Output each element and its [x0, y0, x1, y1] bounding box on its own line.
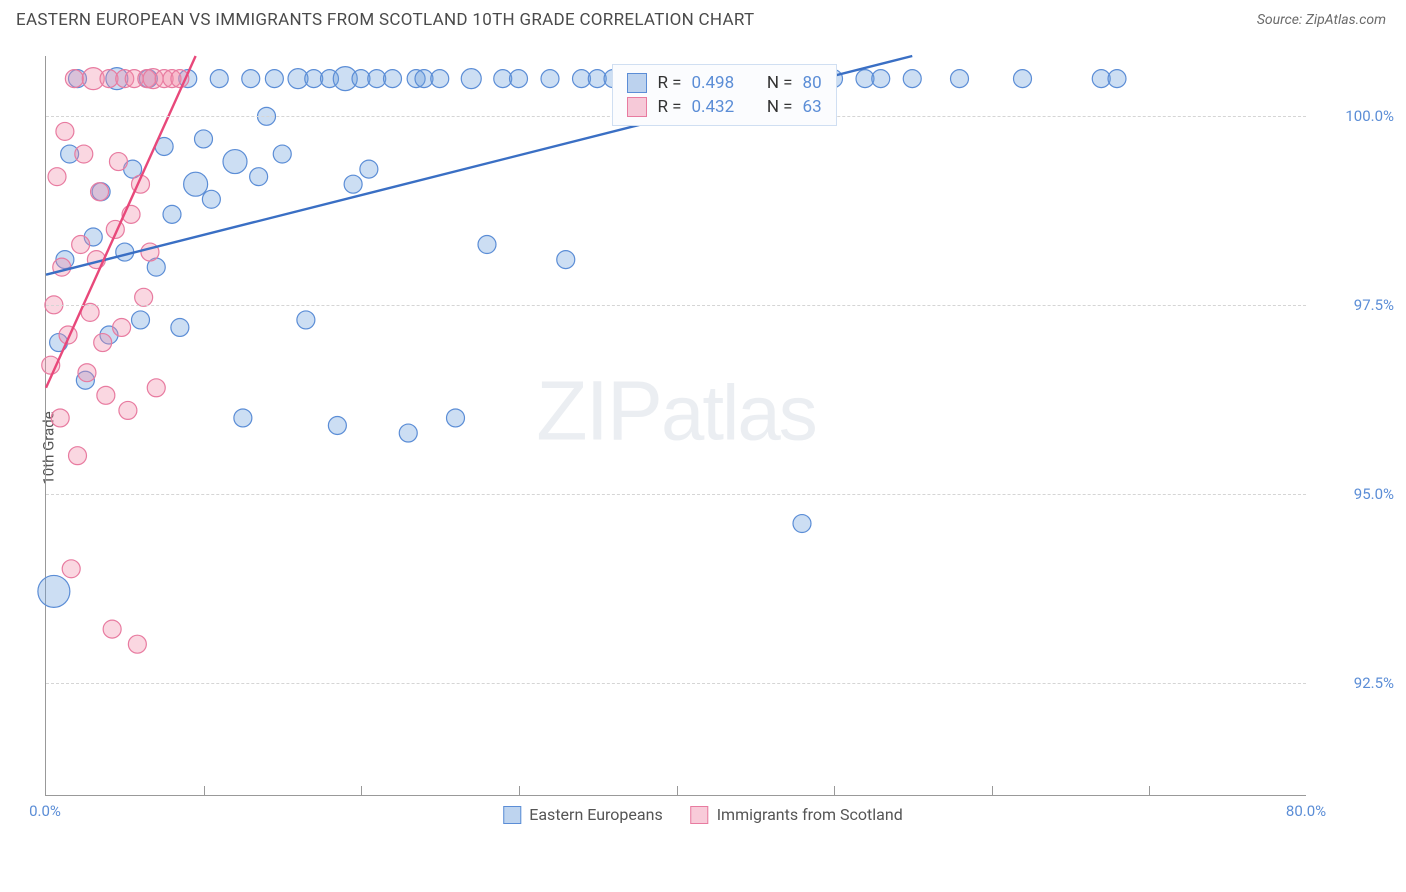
data-point: [56, 122, 74, 140]
data-point: [128, 635, 146, 653]
data-point: [1014, 70, 1032, 88]
x-tick-mark: [204, 786, 205, 796]
data-point: [72, 236, 90, 254]
data-point: [97, 386, 115, 404]
y-tick-label: 97.5%: [1354, 296, 1394, 314]
data-point: [478, 236, 496, 254]
data-point: [541, 70, 559, 88]
stats-swatch: [627, 73, 647, 93]
data-point: [461, 69, 481, 89]
stats-row: R = 0.498 N = 80: [627, 71, 821, 95]
chart-header: EASTERN EUROPEAN VS IMMIGRANTS FROM SCOT…: [0, 0, 1406, 38]
data-point: [195, 130, 213, 148]
data-point: [109, 153, 127, 171]
data-point: [132, 311, 150, 329]
data-point: [62, 560, 80, 578]
legend-item: Immigrants from Scotland: [691, 805, 903, 824]
data-point: [48, 168, 66, 186]
data-point: [1108, 70, 1126, 88]
data-point: [793, 515, 811, 533]
data-point: [951, 70, 969, 88]
data-point: [184, 172, 208, 196]
stats-n-label: N =: [767, 97, 793, 117]
data-point: [234, 409, 252, 427]
data-point: [242, 70, 260, 88]
x-tick-mark: [361, 786, 362, 796]
y-tick-label: 95.0%: [1354, 485, 1394, 503]
stats-row: R = 0.432 N = 63: [627, 95, 821, 119]
data-point: [91, 183, 109, 201]
data-point: [65, 70, 83, 88]
data-point: [872, 70, 890, 88]
stats-swatch: [627, 97, 647, 117]
data-point: [265, 70, 283, 88]
y-tick-label: 100.0%: [1345, 107, 1394, 125]
data-point: [210, 70, 228, 88]
stats-r-label: R =: [657, 97, 681, 117]
data-point: [447, 409, 465, 427]
data-point: [171, 318, 189, 336]
stats-r-value: 0.432: [691, 97, 734, 117]
data-point: [202, 190, 220, 208]
data-point: [431, 70, 449, 88]
data-point: [51, 409, 69, 427]
data-point: [75, 145, 93, 163]
x-tick-mark: [519, 786, 520, 796]
stats-n-value: 80: [803, 73, 822, 93]
x-tick-mark: [992, 786, 993, 796]
data-point: [557, 251, 575, 269]
data-point: [119, 401, 137, 419]
data-point: [360, 160, 378, 178]
data-point: [273, 145, 291, 163]
data-point: [147, 379, 165, 397]
legend-swatch: [503, 806, 521, 824]
stats-n-value: 63: [803, 97, 822, 117]
data-point: [328, 417, 346, 435]
data-point: [163, 205, 181, 223]
data-point: [250, 168, 268, 186]
x-tick-label: 0.0%: [29, 802, 61, 820]
data-point: [38, 575, 70, 607]
stats-box: R = 0.498 N = 80R = 0.432 N = 63: [612, 64, 836, 126]
data-point: [103, 620, 121, 638]
legend-label: Eastern Europeans: [529, 805, 662, 824]
plot-svg: [46, 56, 1306, 795]
data-point: [223, 150, 247, 174]
legend-label: Immigrants from Scotland: [717, 805, 903, 824]
plot-area: ZIPatlas: [45, 56, 1306, 796]
x-tick-mark: [677, 786, 678, 796]
chart-title: EASTERN EUROPEAN VS IMMIGRANTS FROM SCOT…: [16, 10, 754, 30]
gridline-h: [46, 305, 1306, 306]
stats-n-label: N =: [767, 73, 793, 93]
data-point: [384, 70, 402, 88]
data-point: [135, 288, 153, 306]
legend-swatch: [691, 806, 709, 824]
legend-item: Eastern Europeans: [503, 805, 662, 824]
data-point: [69, 447, 87, 465]
x-tick-mark: [834, 786, 835, 796]
y-tick-label: 92.5%: [1354, 674, 1394, 692]
x-tick-mark: [1149, 786, 1150, 796]
gridline-h: [46, 494, 1306, 495]
gridline-h: [46, 683, 1306, 684]
data-point: [78, 364, 96, 382]
data-point: [297, 311, 315, 329]
data-point: [510, 70, 528, 88]
data-point: [903, 70, 921, 88]
stats-r-value: 0.498: [691, 73, 734, 93]
x-tick-label: 80.0%: [1286, 802, 1326, 820]
data-point: [113, 318, 131, 336]
data-point: [344, 175, 362, 193]
chart-source: Source: ZipAtlas.com: [1257, 12, 1386, 28]
data-point: [399, 424, 417, 442]
legend: Eastern Europeans Immigrants from Scotlan…: [503, 805, 902, 824]
chart-container: 10th Grade ZIPatlas Eastern EuropeansImm…: [0, 38, 1406, 858]
data-point: [94, 334, 112, 352]
stats-r-label: R =: [657, 73, 681, 93]
